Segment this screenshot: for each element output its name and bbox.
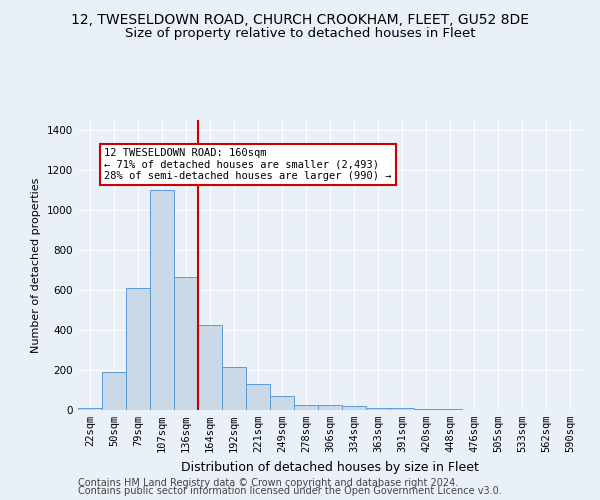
- Text: Contains public sector information licensed under the Open Government Licence v3: Contains public sector information licen…: [78, 486, 502, 496]
- Text: 12 TWESELDOWN ROAD: 160sqm
← 71% of detached houses are smaller (2,493)
28% of s: 12 TWESELDOWN ROAD: 160sqm ← 71% of deta…: [104, 148, 392, 181]
- Bar: [126, 288, 150, 410]
- Bar: [270, 396, 294, 410]
- X-axis label: Distribution of detached houses by size in Fleet: Distribution of detached houses by size …: [181, 460, 479, 473]
- Bar: [438, 409, 462, 410]
- Bar: [222, 367, 246, 410]
- Bar: [102, 372, 126, 410]
- Bar: [414, 409, 438, 410]
- Bar: [390, 408, 414, 410]
- Text: Contains HM Land Registry data © Crown copyright and database right 2024.: Contains HM Land Registry data © Crown c…: [78, 478, 458, 488]
- Y-axis label: Number of detached properties: Number of detached properties: [31, 178, 41, 352]
- Text: Size of property relative to detached houses in Fleet: Size of property relative to detached ho…: [125, 28, 475, 40]
- Bar: [366, 408, 390, 410]
- Bar: [318, 405, 342, 410]
- Text: 12, TWESELDOWN ROAD, CHURCH CROOKHAM, FLEET, GU52 8DE: 12, TWESELDOWN ROAD, CHURCH CROOKHAM, FL…: [71, 12, 529, 26]
- Bar: [294, 405, 318, 410]
- Bar: [78, 408, 102, 410]
- Bar: [246, 384, 270, 410]
- Bar: [174, 277, 198, 410]
- Bar: [342, 406, 366, 410]
- Bar: [198, 325, 222, 410]
- Bar: [150, 190, 174, 410]
